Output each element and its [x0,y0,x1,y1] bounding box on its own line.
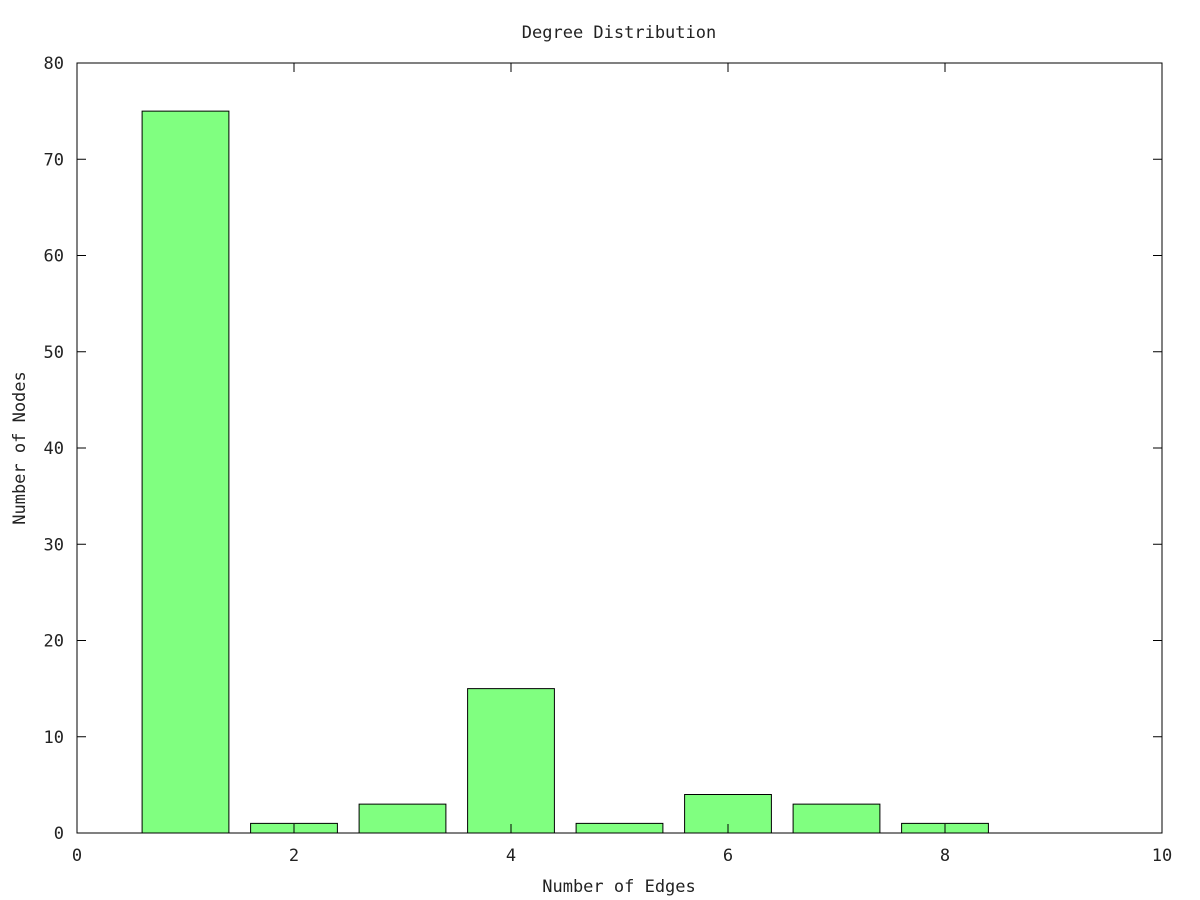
y-axis-label: Number of Nodes [10,371,30,525]
x-tick-label: 4 [506,846,516,866]
chart-title: Degree Distribution [522,23,716,43]
x-tick-label: 2 [289,846,299,866]
x-tick-label: 10 [1152,846,1172,866]
bar-5 [575,822,664,834]
y-tick-label: 70 [44,150,64,170]
y-tick-label: 40 [44,439,64,459]
x-tick-label: 0 [72,846,82,866]
x-axis-label: Number of Edges [542,877,696,897]
y-tick-label: 20 [44,632,64,652]
bar-7 [792,803,881,834]
x-tick-label: 6 [723,846,733,866]
bars-group [141,110,989,834]
y-tick-label: 0 [54,824,64,844]
y-tick-label: 30 [44,535,64,555]
y-tick-label: 80 [44,54,64,74]
bar-3 [358,803,447,834]
axis-ticks-group: 0 2 4 6 8 10 0 10 20 30 40 50 60 70 80 [44,54,1173,866]
y-tick-label: 10 [44,728,64,748]
plot-frame [76,62,1163,834]
y-tick-label: 50 [44,343,64,363]
bar-1 [141,110,230,834]
bar-4 [467,688,555,834]
x-tick-label: 8 [940,846,950,866]
y-tick-label: 60 [44,247,64,267]
